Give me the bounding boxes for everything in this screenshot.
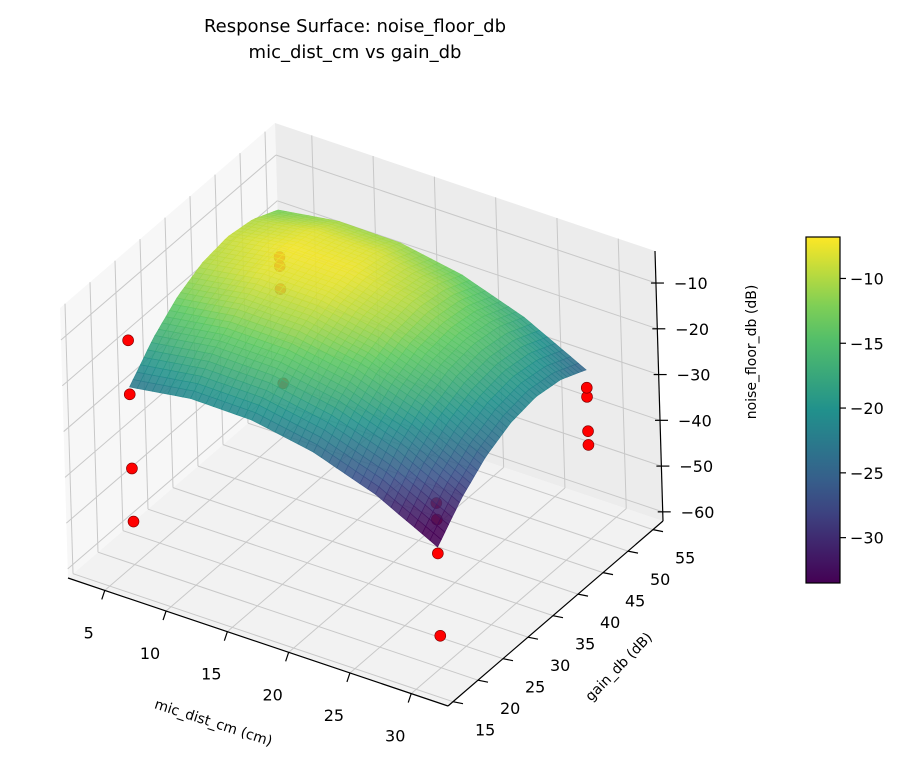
colorbar-tick-label: −15	[850, 334, 884, 353]
data-point	[122, 334, 134, 347]
colorbar-tick-label: −30	[850, 529, 884, 548]
y-axis-line	[447, 520, 664, 707]
response-surface	[129, 209, 587, 548]
z-tick-label: −10	[674, 274, 708, 293]
y-tick	[477, 679, 489, 683]
data-point	[434, 629, 447, 642]
grid-line	[288, 466, 504, 653]
x-tick-label: 30	[385, 727, 405, 746]
grid-line	[60, 154, 277, 341]
x-tick	[285, 652, 290, 662]
z-tick-label: −20	[675, 320, 709, 339]
grid-line	[89, 282, 99, 553]
x-tick-label: 5	[84, 623, 94, 642]
x-axis-line	[67, 577, 449, 707]
x-tick-label: 10	[140, 644, 160, 663]
colorbar: −30 −25 −20 −15 −10	[805, 236, 884, 584]
y-tick-label: 30	[550, 656, 570, 675]
grid-line	[97, 551, 479, 681]
y-tick-label: 50	[650, 570, 670, 589]
grid-line	[147, 508, 529, 638]
data-point	[126, 462, 138, 475]
x-tick	[223, 631, 228, 641]
grid-line	[349, 487, 566, 674]
chart-title-line1: Response Surface: noise_floor_db	[204, 16, 506, 37]
grid-line	[64, 303, 74, 574]
data-point	[432, 547, 444, 560]
y-tick-label: 20	[500, 699, 520, 718]
colorbar-tick-label: −25	[850, 464, 884, 483]
x-tick-label: 15	[201, 665, 221, 684]
y-tick-label: 40	[600, 613, 620, 632]
x-tick-label: 25	[324, 706, 344, 725]
data-point	[582, 439, 595, 451]
y-tick	[452, 701, 464, 705]
data-point	[580, 381, 593, 394]
x-tick	[407, 693, 412, 703]
y-tick-label: 35	[575, 635, 595, 654]
z-tick-label: −40	[678, 411, 712, 430]
z-tick-label: −50	[679, 457, 713, 476]
x-axis-label: mic_dist_cm (cm)	[152, 697, 274, 750]
y-tick	[502, 658, 514, 662]
y-tick	[577, 593, 589, 597]
data-point	[123, 388, 136, 401]
y-tick	[527, 636, 539, 640]
y-tick	[627, 550, 639, 554]
z-axis-line	[654, 250, 664, 522]
grid-line	[114, 260, 124, 531]
x-tick	[162, 610, 167, 621]
y-tick-label: 55	[675, 549, 695, 568]
colorbar-tick-label: −20	[850, 399, 884, 418]
grid-line	[410, 508, 627, 694]
grid-line	[275, 154, 657, 284]
colorbar-gradient	[805, 236, 841, 584]
y-tick	[552, 615, 564, 619]
y-tick	[602, 572, 614, 576]
colorbar-tick-label: −10	[850, 269, 884, 288]
y-tick-label: 45	[625, 592, 645, 611]
chart-title-line2: mic_dist_cm vs gain_db	[249, 42, 462, 63]
z-tick-label: −30	[677, 366, 711, 385]
grid-line	[197, 465, 579, 595]
grid-line	[172, 487, 554, 617]
grid-line	[72, 573, 454, 703]
grid-line	[617, 238, 627, 509]
x-tick	[101, 590, 106, 600]
z-tick-label: −60	[681, 503, 715, 522]
y-tick-label: 25	[525, 678, 545, 697]
surface-patch	[429, 532, 442, 548]
data-point	[127, 515, 140, 528]
z-axis-label: noise_floor_db (dB)	[744, 285, 760, 420]
y-tick-label: 15	[475, 721, 495, 740]
data-point	[582, 425, 594, 437]
axes: 5 10 15 20 25 30 15 20 25 30 35 40 45 50 55 −60 −50 −40 −3…	[67, 250, 715, 746]
x-tick	[346, 672, 351, 683]
y-tick	[652, 529, 664, 533]
x-tick-label: 20	[262, 685, 282, 704]
